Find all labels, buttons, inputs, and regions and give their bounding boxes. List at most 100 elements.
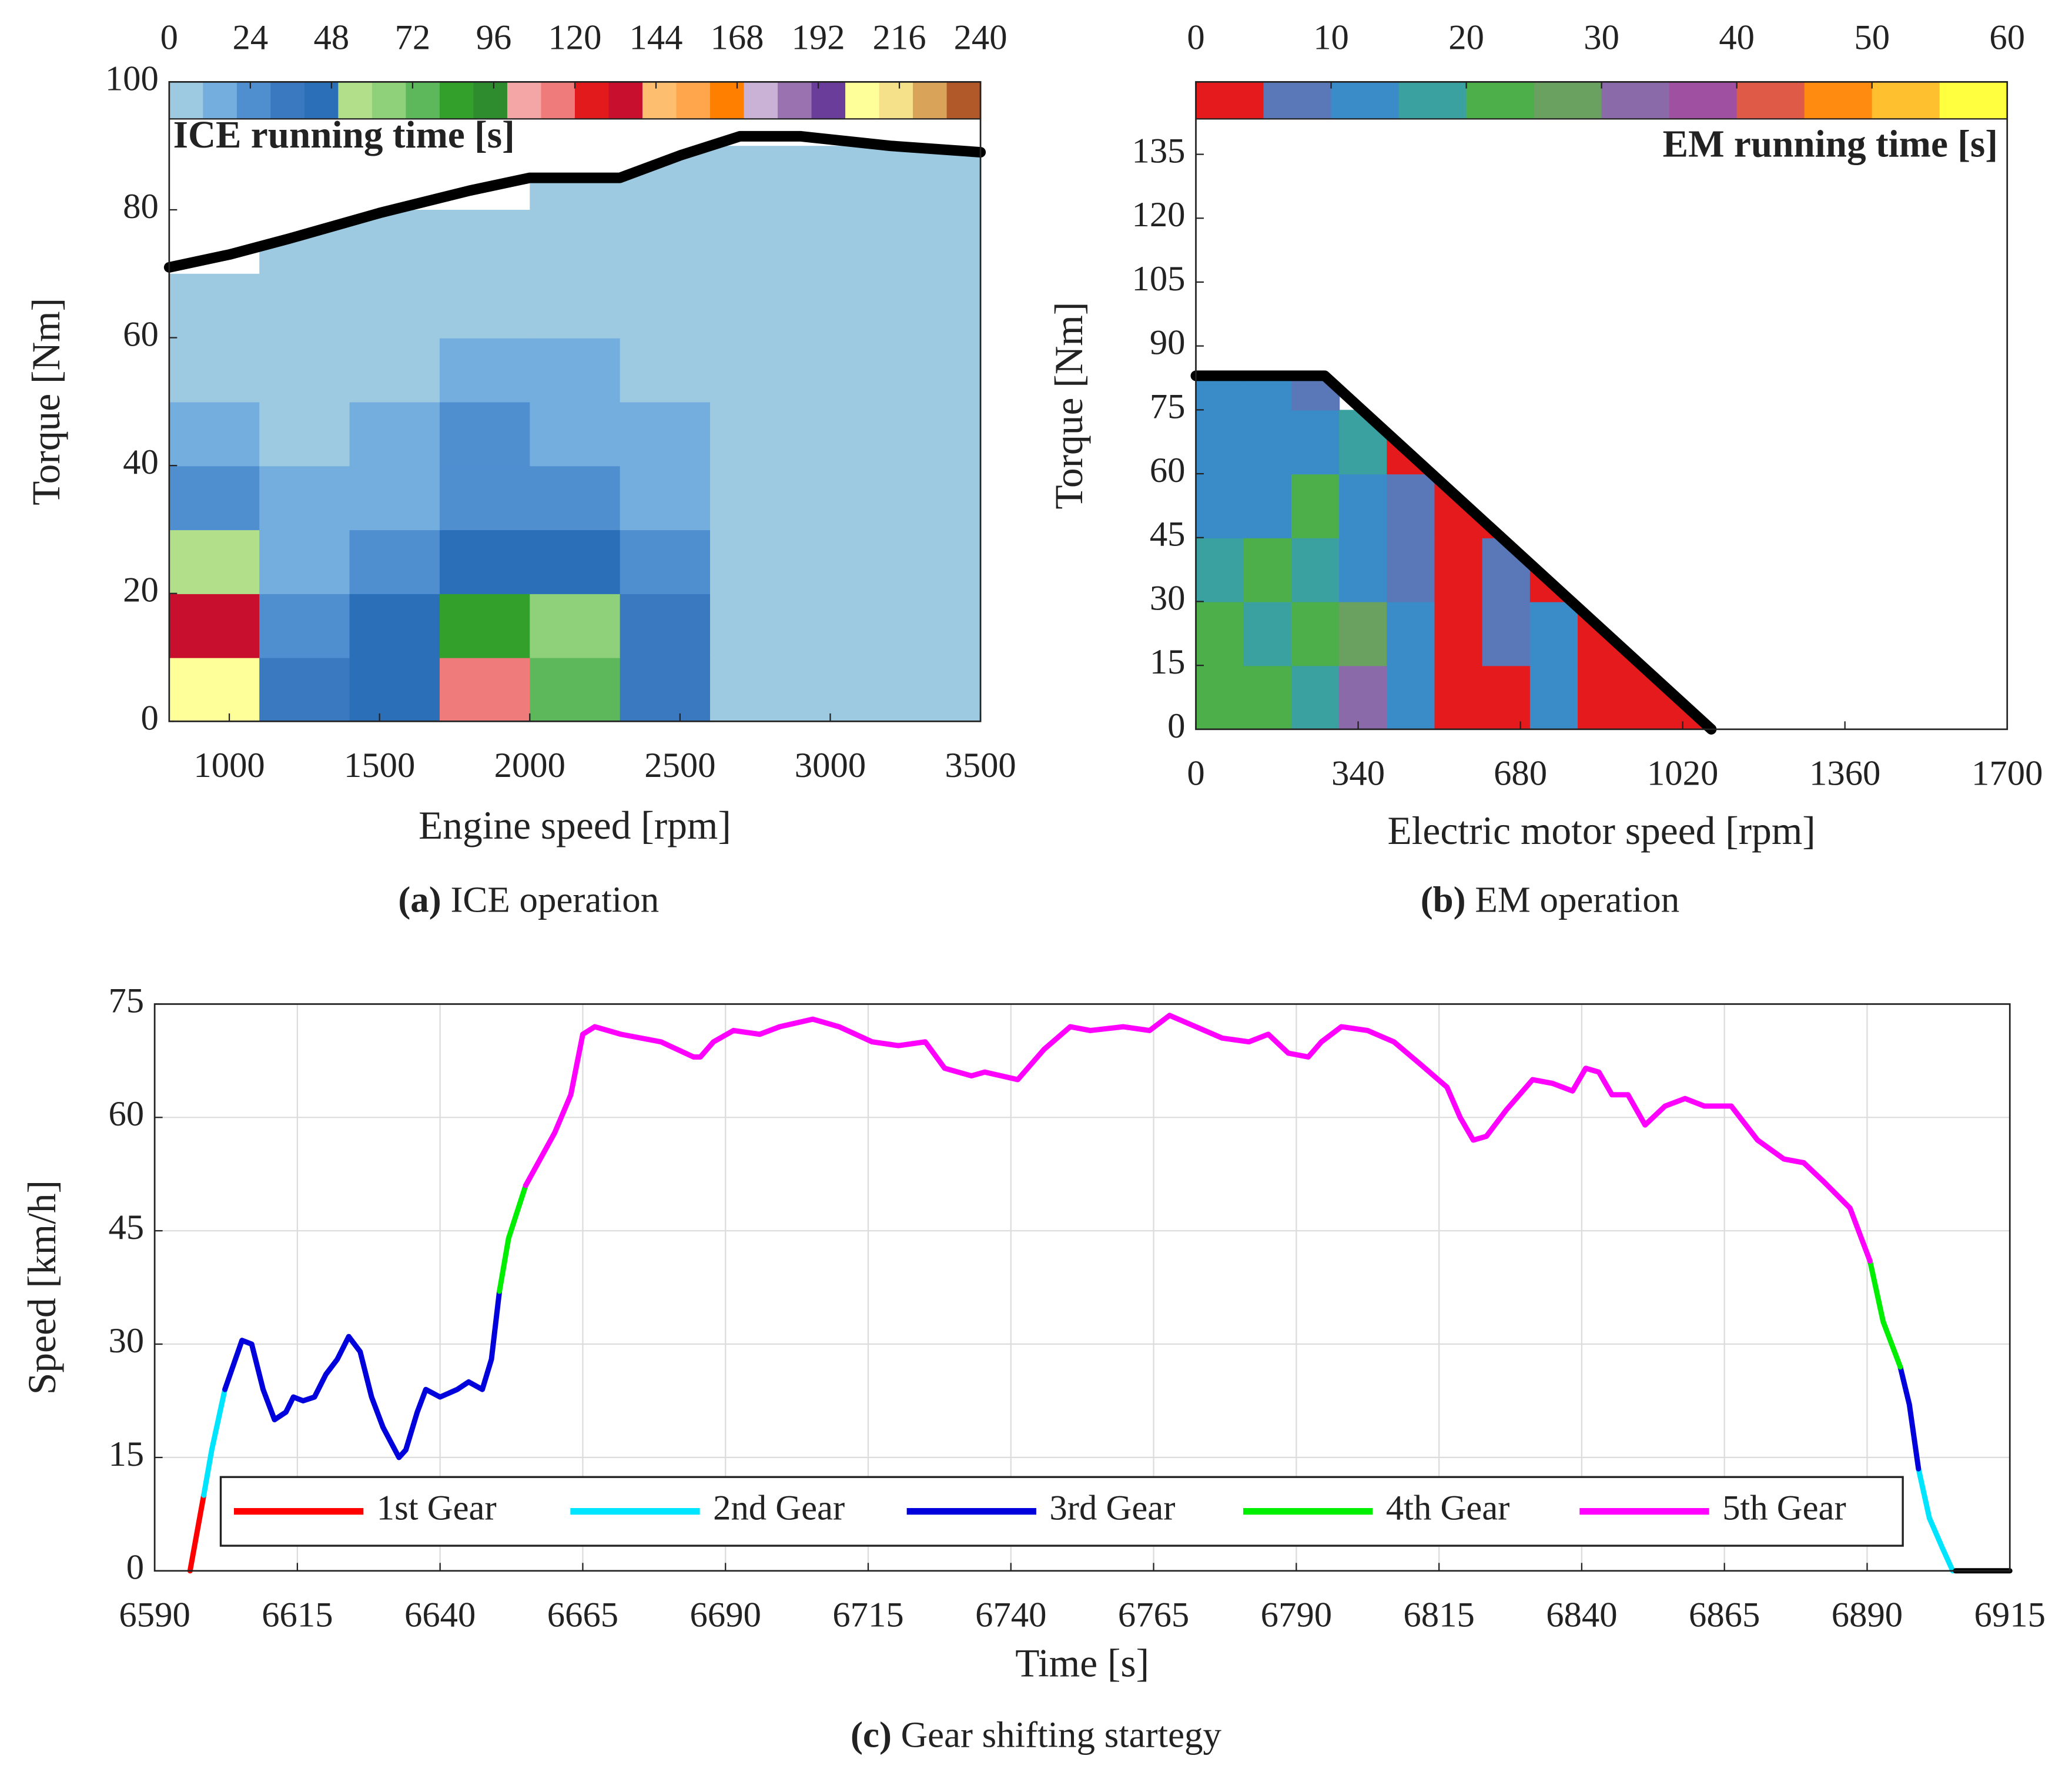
caption-text: EM operation [1475, 879, 1679, 920]
colorbar-segment [642, 82, 677, 119]
heat-cell [620, 337, 711, 403]
heat-cell [530, 337, 621, 403]
colorbar-segment [1601, 82, 1670, 119]
colorbar-segment [371, 82, 407, 119]
heat-cell [800, 401, 891, 467]
heat-cell [439, 593, 531, 658]
line-series [497, 1182, 1903, 1370]
y-tick-label: 0 [141, 698, 159, 738]
heat-cell [1291, 601, 1340, 666]
colorbar-segment [608, 82, 643, 119]
heat-cell [259, 465, 350, 531]
colorbar-tick-label: 216 [873, 18, 926, 58]
x-tick-label: 6765 [1118, 1596, 1189, 1635]
heat-cell [1291, 410, 1340, 475]
heat-cell [710, 146, 801, 211]
x-axis-label: Time [s] [1015, 1641, 1149, 1685]
colorbar-segment [270, 82, 305, 119]
y-tick-label: 20 [123, 571, 159, 610]
colorbar-segment [473, 82, 508, 119]
x-tick-label: 6890 [1832, 1596, 1903, 1635]
caption-label: (b) [1421, 879, 1466, 920]
heat-cell [710, 465, 801, 531]
colorbar-segment [744, 82, 778, 119]
y-tick-label: 90 [1150, 323, 1186, 363]
heat-cell [349, 401, 441, 467]
heat-cell [710, 529, 801, 594]
colorbar-segment [1466, 82, 1535, 119]
heat-cell [620, 593, 711, 658]
colorbar-segment [1398, 82, 1467, 119]
legend-label: 2nd Gear [713, 1489, 845, 1528]
heat-cell [1387, 601, 1435, 666]
y-tick-label: 75 [1150, 387, 1186, 426]
heat-cell [1529, 601, 1579, 666]
colorbar-segment [1872, 82, 1940, 119]
colorbar-tick-label: 120 [548, 18, 601, 58]
heat-cell [1243, 601, 1293, 666]
heat-cell [1291, 474, 1340, 538]
heat-cell [169, 337, 260, 403]
colorbar-segment [1669, 82, 1738, 119]
heat-cell [1339, 537, 1388, 602]
x-tick-label: 0 [1187, 754, 1204, 793]
x-axis-label: Engine speed [rpm] [419, 803, 731, 847]
x-tick-label: 680 [1494, 754, 1547, 793]
y-tick-label: 15 [1150, 642, 1186, 682]
heat-cell [710, 209, 801, 274]
chart-title: ICE running time [s] [173, 114, 515, 156]
colorbar-tick-label: 144 [629, 18, 682, 58]
plot-frame [153, 1003, 2011, 1572]
legend-label: 5th Gear [1722, 1489, 1846, 1528]
heat-cell [349, 529, 441, 594]
heat-cell [349, 465, 441, 531]
colorbar-segment [676, 82, 711, 119]
colorbar-segment [879, 82, 913, 119]
caption: (b) EM operation [1421, 879, 1679, 920]
heat-cell [259, 529, 350, 594]
heat-cell [890, 209, 981, 274]
colorbar-segment [1263, 82, 1332, 119]
x-tick-label: 6590 [119, 1596, 190, 1635]
heat-cell [1243, 474, 1293, 538]
limit-line [163, 130, 986, 273]
colorbar-segment [1804, 82, 1873, 119]
heat-cell [1578, 665, 1626, 729]
x-tick-label: 3000 [795, 746, 866, 785]
colorbar-tick-label: 72 [395, 18, 431, 58]
colorbar-segment [1736, 82, 1805, 119]
x-tick-label: 1020 [1647, 754, 1718, 793]
colorbar-tick-label: 24 [233, 18, 269, 58]
y-axis-label: Torque [Nm] [1047, 302, 1091, 510]
colorbar-segment [304, 82, 339, 119]
heat-cell [890, 465, 981, 531]
y-tick-label: 0 [126, 1548, 144, 1587]
heat-cell [530, 209, 621, 274]
x-tick-label: 1360 [1809, 754, 1880, 793]
colorbar-tick-label: 48 [314, 18, 350, 58]
heat-cell [530, 273, 621, 339]
colorbar-segment [913, 82, 948, 119]
heat-cell [1196, 474, 1244, 538]
colorbar-segment [946, 82, 981, 119]
heat-cell [1339, 601, 1388, 666]
heat-cell [439, 273, 531, 339]
y-tick-label: 80 [123, 187, 159, 226]
heat-cell [1196, 601, 1244, 666]
y-tick-label: 105 [1132, 259, 1185, 299]
y-tick-label: 0 [1167, 706, 1185, 746]
x-tick-label: 6790 [1261, 1596, 1332, 1635]
heat-cell [259, 593, 350, 658]
heat-cell [710, 401, 801, 467]
heat-cell [890, 401, 981, 467]
y-tick-label: 15 [108, 1435, 144, 1474]
x-tick-label: 6665 [547, 1596, 618, 1635]
y-tick-label: 60 [123, 314, 159, 354]
heat-cell [1529, 665, 1579, 729]
colorbar-tick-label: 10 [1313, 18, 1349, 58]
heat-cell [169, 273, 260, 339]
y-tick-label: 40 [123, 443, 159, 482]
x-tick-label: 1500 [344, 746, 415, 785]
heat-cell [439, 529, 531, 594]
